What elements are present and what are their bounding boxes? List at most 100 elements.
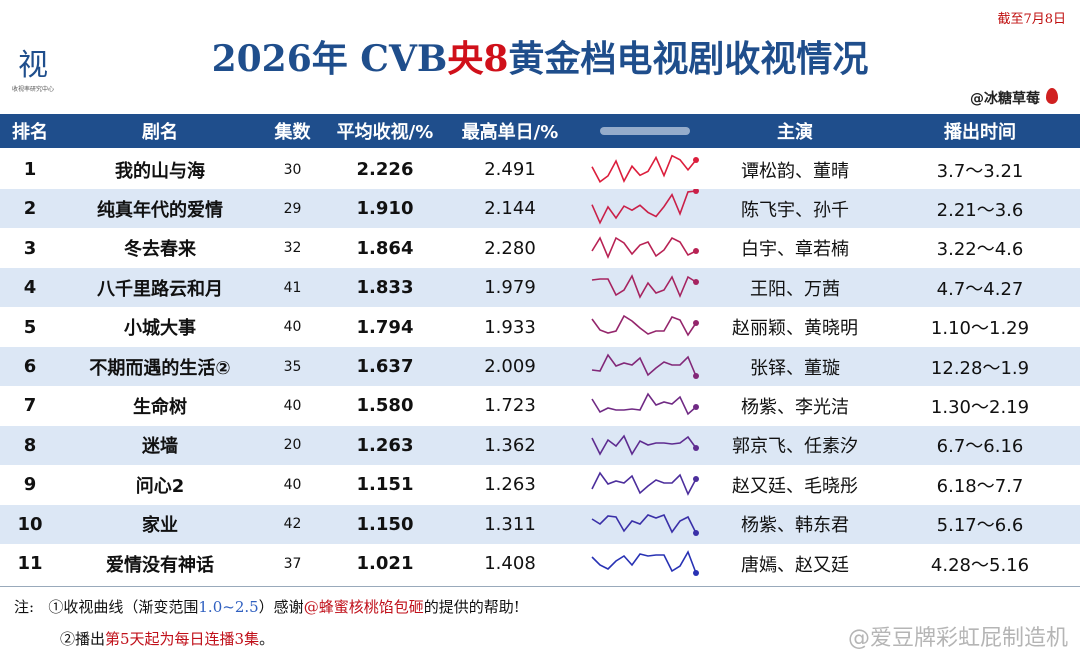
table-cell: 11 — [17, 553, 43, 574]
note-text: 1.0~2.5 — [198, 598, 259, 616]
table-cell: 5.17～6.6 — [936, 515, 1024, 537]
trend-dot — [693, 444, 699, 451]
table-cell: 2.009 — [484, 356, 536, 377]
table-cell: 1.151 — [356, 474, 414, 496]
table-cell: 白宇、章若楠 — [741, 239, 849, 261]
table-cell: 谭松韵、董晴 — [741, 160, 849, 182]
column-header: 主演 — [777, 122, 813, 143]
table-row: 4 八千里路云和月 41 1.833 1.979 王阳、万茜 4.7～4.27 — [0, 268, 1080, 308]
table-row: 6 不期而遇的生活② 35 1.637 2.009 张铎、董璇 12.28～1.9 — [0, 347, 1080, 386]
note-text: 的提供的帮助! — [423, 598, 520, 616]
trend-dot — [693, 279, 699, 286]
trend-line — [591, 471, 697, 497]
column-header: 集数 — [274, 122, 311, 143]
table-cell: 八千里路云和月 — [97, 278, 223, 300]
table-cell: 2.21～3.6 — [936, 199, 1024, 221]
author: @冰糖草莓 — [970, 91, 1040, 107]
table-cell: 12.28～1.9 — [930, 357, 1030, 379]
table-row: 9 问心2 40 1.151 1.263 赵又廷、毛晓彤 6.18～7.7 — [0, 465, 1080, 505]
column-header: 平均收视/% — [336, 122, 434, 143]
table-cell: 2 — [23, 198, 37, 220]
trend-line — [591, 392, 697, 416]
table-cell: 2.280 — [484, 237, 536, 259]
table-cell: 4.28～5.16 — [930, 554, 1030, 576]
note-text: @蜂蜜核桃馅包砸 — [303, 598, 424, 616]
header-row: 排名 剧名 集数 平均收视/% 最高单日/% 主演 播出时间 — [0, 114, 1080, 148]
table-cell: 1.580 — [356, 395, 414, 417]
table-cell: 1.150 — [356, 513, 414, 535]
table-cell: 纯真年代的爱情 — [97, 199, 223, 221]
table-cell: 问心2 — [135, 475, 185, 497]
table-cell: 7 — [23, 395, 37, 417]
table-cell: 40 — [283, 397, 302, 414]
trend-dot — [693, 157, 699, 163]
table-cell: 40 — [283, 476, 302, 493]
table-cell: 1.10～1.29 — [930, 318, 1030, 340]
table-cell: 1.263 — [484, 474, 536, 496]
table-cell: 4 — [23, 277, 37, 299]
table-cell: 2.491 — [484, 159, 536, 180]
table-cell: 3.7～3.21 — [936, 160, 1024, 182]
trend-curve — [591, 154, 699, 183]
table-cell: 3 — [23, 237, 37, 259]
note-text: ）感谢 — [258, 598, 304, 616]
table-cell: 1.408 — [484, 553, 536, 574]
table-cell: 赵又廷、毛晓彤 — [732, 475, 858, 497]
trend-line — [591, 154, 697, 183]
note-text: 。 — [259, 630, 275, 648]
table-cell: 42 — [283, 516, 302, 533]
table-cell: 1.723 — [484, 395, 536, 417]
column-header: 最高单日/% — [461, 122, 559, 143]
note-line: ②播出第5天起为每日连播3集。 — [60, 628, 274, 649]
trend-curve — [591, 550, 699, 576]
table-cell: 1.979 — [484, 277, 536, 299]
trend-curve — [591, 471, 699, 497]
column-header: 剧名 — [142, 122, 178, 143]
note-text: ②播出 — [60, 630, 106, 648]
note-line: 注: ①收视曲线（渐变范围1.0~2.5）感谢@蜂蜜核桃馅包砸的提供的帮助! — [14, 596, 520, 617]
date-note: 截至7月8日 — [997, 12, 1066, 27]
table-cell: 我的山与海 — [115, 160, 205, 182]
table-cell: 6 — [23, 356, 37, 377]
title: 2026年 CVB央8黄金档电视剧收视情况 — [0, 30, 1080, 82]
logo-char: 视 — [18, 48, 48, 83]
table-cell: 家业 — [142, 515, 178, 537]
table-cell: 郭京飞、任素汐 — [732, 436, 858, 458]
table-cell: 1.864 — [356, 237, 414, 259]
table-cell: 生命树 — [133, 396, 187, 418]
table-cell: 30 — [283, 161, 302, 178]
table-cell: 杨紫、韩东君 — [741, 515, 849, 537]
title-part: 2026年 CVB — [211, 38, 448, 80]
table-cell: 1.910 — [356, 198, 414, 220]
table-cell: 8 — [23, 434, 37, 456]
table-cell: 唐嫣、赵又廷 — [741, 554, 849, 576]
trend-curve — [591, 353, 699, 379]
trend-line — [591, 190, 697, 226]
trend-curve — [591, 392, 699, 416]
table-cell: 陈飞宇、孙千 — [741, 199, 849, 221]
trend-curve — [591, 236, 699, 259]
trend-line — [591, 550, 697, 574]
table-cell: 29 — [283, 200, 302, 217]
table-cell: 6.7～6.16 — [936, 436, 1024, 458]
table-cell: 10 — [17, 513, 43, 535]
table-row: 11 爱情没有神话 37 1.021 1.408 唐嫣、赵又廷 4.28～5.16 — [0, 544, 1080, 583]
column-header: 播出时间 — [944, 122, 1016, 143]
note-text: ①收视曲线（渐变范围 — [48, 598, 199, 616]
table-row: 1 我的山与海 30 2.226 2.491 谭松韵、董晴 3.7～3.21 — [0, 150, 1080, 189]
table-cell: 3.22～4.6 — [936, 239, 1024, 261]
trend-line — [591, 513, 697, 534]
table-row: 5 小城大事 40 1.794 1.933 赵丽颖、黄晓明 1.10～1.29 — [0, 307, 1080, 347]
trend-curve — [591, 189, 699, 226]
trend-line — [591, 236, 697, 259]
table-cell: 37 — [283, 555, 302, 572]
table-cell: 20 — [283, 437, 302, 454]
table-cell: 9 — [23, 474, 37, 496]
column-header: 排名 — [12, 122, 48, 143]
trend-dot — [693, 247, 699, 254]
table-cell: 王阳、万茜 — [750, 278, 840, 300]
trend-dot — [693, 476, 699, 483]
trend-line — [591, 274, 697, 300]
trend-dot — [693, 570, 699, 576]
